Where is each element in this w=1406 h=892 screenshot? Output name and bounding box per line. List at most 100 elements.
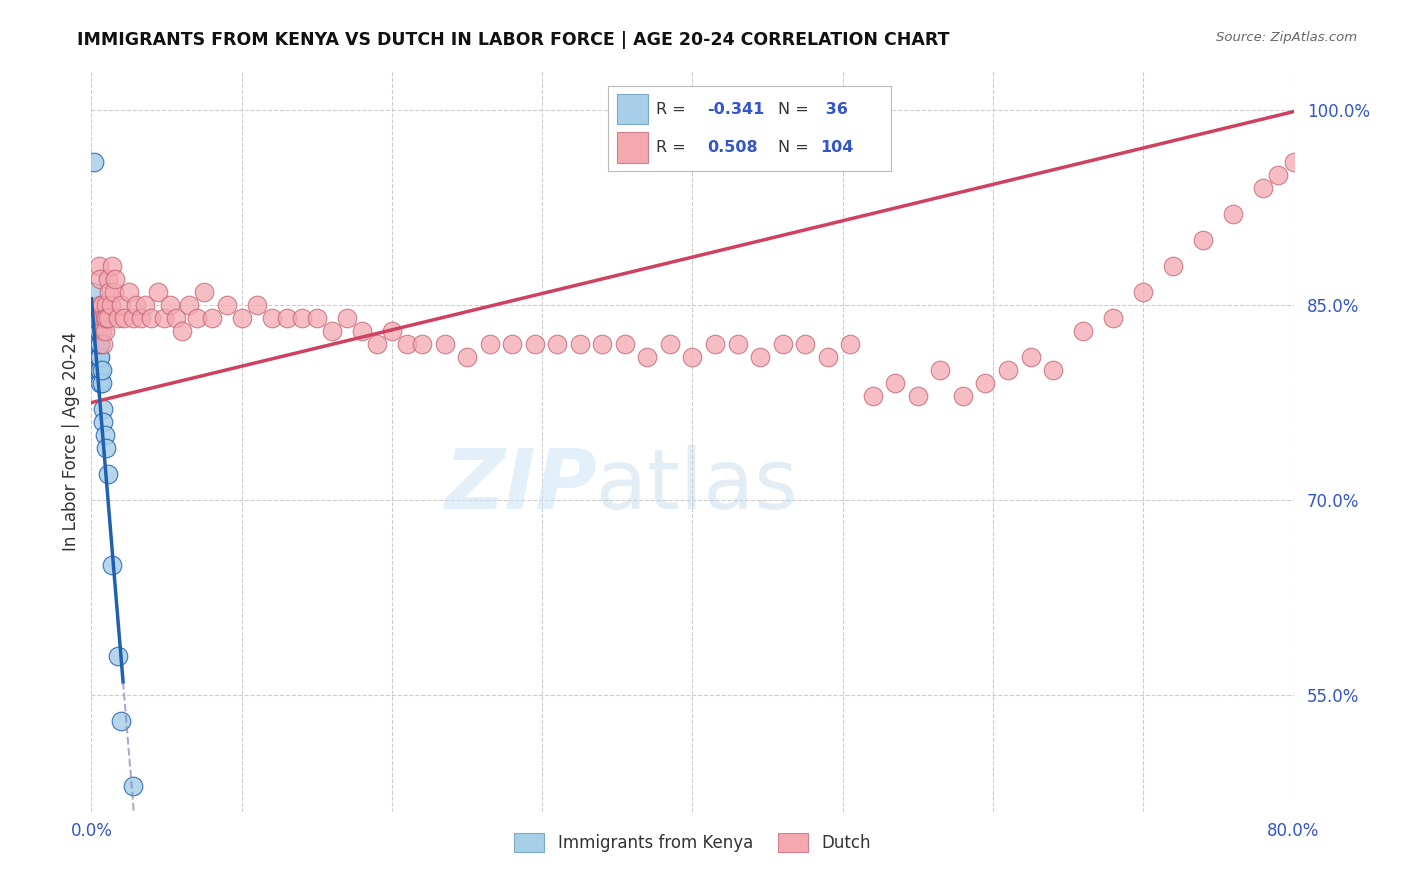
Point (501, 337, 523, 351)
Point (87, 363, 110, 377)
Point (94, 324, 117, 338)
Point (952, 389, 974, 403)
Point (152, 311, 174, 326)
Legend: Immigrants from Kenya, Dutch: Immigrants from Kenya, Dutch (508, 826, 877, 859)
Point (141, 311, 163, 326)
Point (1379, 103, 1402, 118)
Point (86, 324, 108, 338)
Point (1042, 363, 1064, 377)
Point (1357, 103, 1379, 118)
Point (122, 311, 145, 326)
Point (97, 311, 120, 326)
Point (1132, 285, 1154, 300)
Point (291, 311, 314, 326)
Point (83, 311, 105, 326)
Point (87, 350, 110, 364)
Point (93, 402, 115, 417)
Point (1071, 324, 1094, 338)
Point (98, 285, 121, 300)
Point (350, 324, 373, 338)
Y-axis label: In Labor Force | Age 20-24: In Labor Force | Age 20-24 (62, 332, 80, 551)
Point (107, 311, 129, 326)
Point (97, 467, 120, 481)
Point (884, 376, 907, 390)
Point (96, 311, 118, 326)
Point (159, 298, 181, 312)
Point (201, 311, 224, 326)
Point (1192, 233, 1215, 247)
Point (839, 337, 862, 351)
Point (546, 337, 568, 351)
Point (1357, 103, 1379, 118)
Point (87, 337, 110, 351)
Point (1102, 311, 1125, 326)
Point (1253, 181, 1275, 195)
Point (456, 350, 478, 364)
Point (613, 337, 636, 351)
Point (1267, 168, 1289, 182)
Point (87, 259, 110, 273)
Point (96, 298, 118, 312)
Point (366, 337, 388, 351)
Point (83, 155, 105, 169)
Point (193, 285, 215, 300)
Point (336, 311, 359, 326)
Text: Source: ZipAtlas.com: Source: ZipAtlas.com (1216, 31, 1357, 45)
Point (101, 259, 124, 273)
Point (84, 337, 107, 351)
Point (321, 324, 343, 338)
Point (997, 363, 1019, 377)
Point (231, 311, 253, 326)
Point (83, 337, 105, 351)
Point (90, 376, 112, 390)
Point (96, 441, 118, 455)
Point (86, 337, 108, 351)
Point (817, 350, 839, 364)
Point (186, 311, 208, 326)
Point (89, 337, 111, 351)
Point (89, 376, 111, 390)
Point (1343, 116, 1365, 130)
Point (82, 311, 104, 326)
Point (1372, 103, 1395, 118)
Point (1282, 155, 1305, 169)
Point (90, 324, 112, 338)
Point (93, 415, 115, 429)
Point (1019, 350, 1042, 364)
Point (165, 311, 187, 326)
Point (749, 350, 772, 364)
Point (170, 324, 193, 338)
Point (1357, 103, 1379, 118)
Point (134, 298, 156, 312)
Point (86, 311, 108, 326)
Point (84, 311, 107, 326)
Point (100, 298, 122, 312)
Point (87, 324, 110, 338)
Point (110, 298, 132, 312)
Text: atlas: atlas (596, 445, 799, 526)
Point (104, 272, 127, 286)
Point (94, 311, 117, 326)
Point (103, 285, 125, 300)
Point (125, 298, 148, 312)
Point (129, 311, 152, 326)
Point (1357, 103, 1379, 118)
Point (177, 298, 200, 312)
Point (929, 363, 952, 377)
Point (591, 337, 613, 351)
Point (118, 285, 141, 300)
Point (1365, 103, 1388, 118)
Point (90, 298, 112, 312)
Point (89, 350, 111, 364)
Point (478, 337, 501, 351)
Text: ZIP: ZIP (444, 445, 596, 526)
Point (87, 311, 110, 326)
Point (97, 272, 120, 286)
Point (89, 298, 111, 312)
Point (86, 311, 108, 326)
Point (84, 350, 107, 364)
Point (114, 311, 136, 326)
Point (1357, 103, 1379, 118)
Point (122, 779, 145, 793)
Point (82, 285, 104, 300)
